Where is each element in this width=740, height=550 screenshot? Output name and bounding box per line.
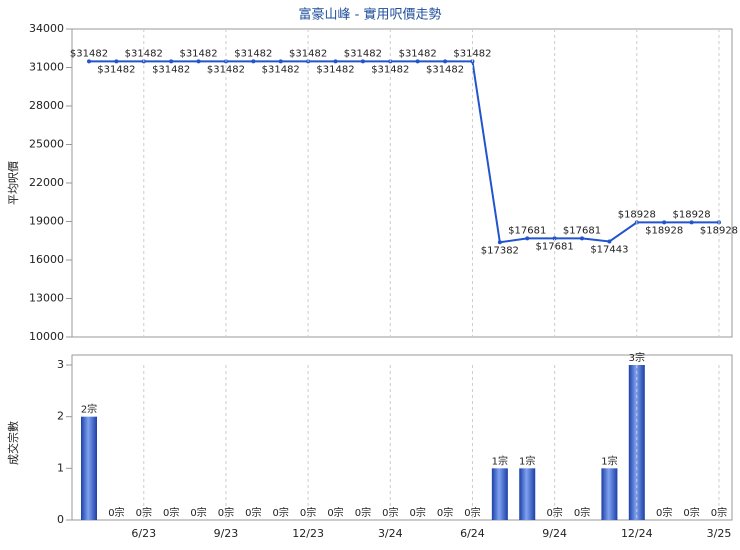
point [552,236,557,241]
data-label: 0宗 [437,506,453,519]
data-label: $18928 [618,209,656,220]
y-tick-label: 19000 [29,215,64,228]
point [114,59,119,64]
x-tick-label: 3/25 [707,527,732,540]
y-tick-label: 0 [57,513,64,526]
data-label: 0宗 [464,506,480,519]
data-label: 0宗 [190,506,206,519]
data-label: 0宗 [163,506,179,519]
x-tick-label: 9/24 [542,527,567,540]
data-label: 0宗 [546,506,562,519]
data-label: $31482 [426,64,464,75]
point [278,59,283,64]
y-tick-label: 13000 [29,292,64,305]
x-tick-label: 12/23 [292,527,324,540]
data-label: 0宗 [108,506,124,519]
bar [491,468,508,520]
data-label: $31482 [344,48,382,59]
point [415,59,420,64]
point [251,59,256,64]
bar [628,365,645,520]
data-label: $31482 [152,64,190,75]
point [333,59,338,64]
data-label: 0宗 [382,506,398,519]
data-label: 1宗 [492,454,508,467]
point [360,59,365,64]
data-label: 2宗 [81,403,97,416]
data-label: 0宗 [355,506,371,519]
y-tick-label: 22000 [29,176,64,189]
point [525,236,530,241]
y-tick-label: 3 [57,358,64,371]
point [497,240,502,245]
x-tick-label: 12/24 [621,527,653,540]
point [87,59,91,64]
data-label: $18928 [672,209,710,220]
plot-frame [71,354,733,521]
x-tick-label: 6/24 [460,527,485,540]
point [443,59,448,64]
data-label: 1宗 [601,454,617,467]
data-label: $17681 [563,225,601,236]
data-label: $31482 [179,48,217,59]
point [662,220,667,225]
y-axis-label: 平均呎價 [6,161,20,205]
point [689,220,694,225]
y-tick-label: 28000 [29,99,64,112]
bar [601,468,618,520]
bar [519,468,536,520]
data-label: 0宗 [711,506,727,519]
data-label: 0宗 [574,506,590,519]
y-tick-label: 31000 [29,61,64,74]
y-tick-label: 10000 [29,330,64,343]
data-label: 1宗 [519,454,535,467]
data-label: 0宗 [409,506,425,519]
y-tick-label: 2 [57,410,64,423]
y-tick-label: 16000 [29,253,64,266]
x-tick-label: 6/23 [131,527,156,540]
data-label: 3宗 [629,351,645,364]
data-label: 0宗 [245,506,261,519]
data-label: 0宗 [683,506,699,519]
data-label: $31482 [316,64,354,75]
data-label: 0宗 [218,506,234,519]
data-label: 0宗 [136,506,152,519]
data-label: $18928 [645,225,683,236]
y-tick-label: 25000 [29,138,64,151]
data-label: 0宗 [300,506,316,519]
x-tick-label: 3/24 [378,527,403,540]
chart-title: 富豪山峰 - 實用呎價走勢 [299,7,442,23]
data-label: 0宗 [327,506,343,519]
bar [81,416,97,520]
data-label: 0宗 [656,506,672,519]
data-label: $17443 [590,244,628,255]
y-tick-label: 34000 [29,22,64,35]
data-label: $31482 [70,48,108,59]
data-label: $31482 [262,64,300,75]
point [169,59,174,64]
data-label: $18928 [700,225,738,236]
point [196,59,201,64]
data-label: $17382 [481,245,519,256]
data-label: $31482 [399,48,437,59]
data-label: $31482 [97,64,135,75]
data-label: 0宗 [273,506,289,519]
point [580,236,585,241]
point [607,239,612,244]
data-label: $31482 [207,64,245,75]
data-label: $17681 [508,225,546,236]
y-tick-label: 1 [57,461,64,474]
price-line [89,60,719,244]
x-tick-label: 9/23 [214,527,239,540]
data-label: $31482 [371,64,409,75]
data-label: $31482 [234,48,272,59]
y-axis-label: 成交宗數 [6,421,20,465]
